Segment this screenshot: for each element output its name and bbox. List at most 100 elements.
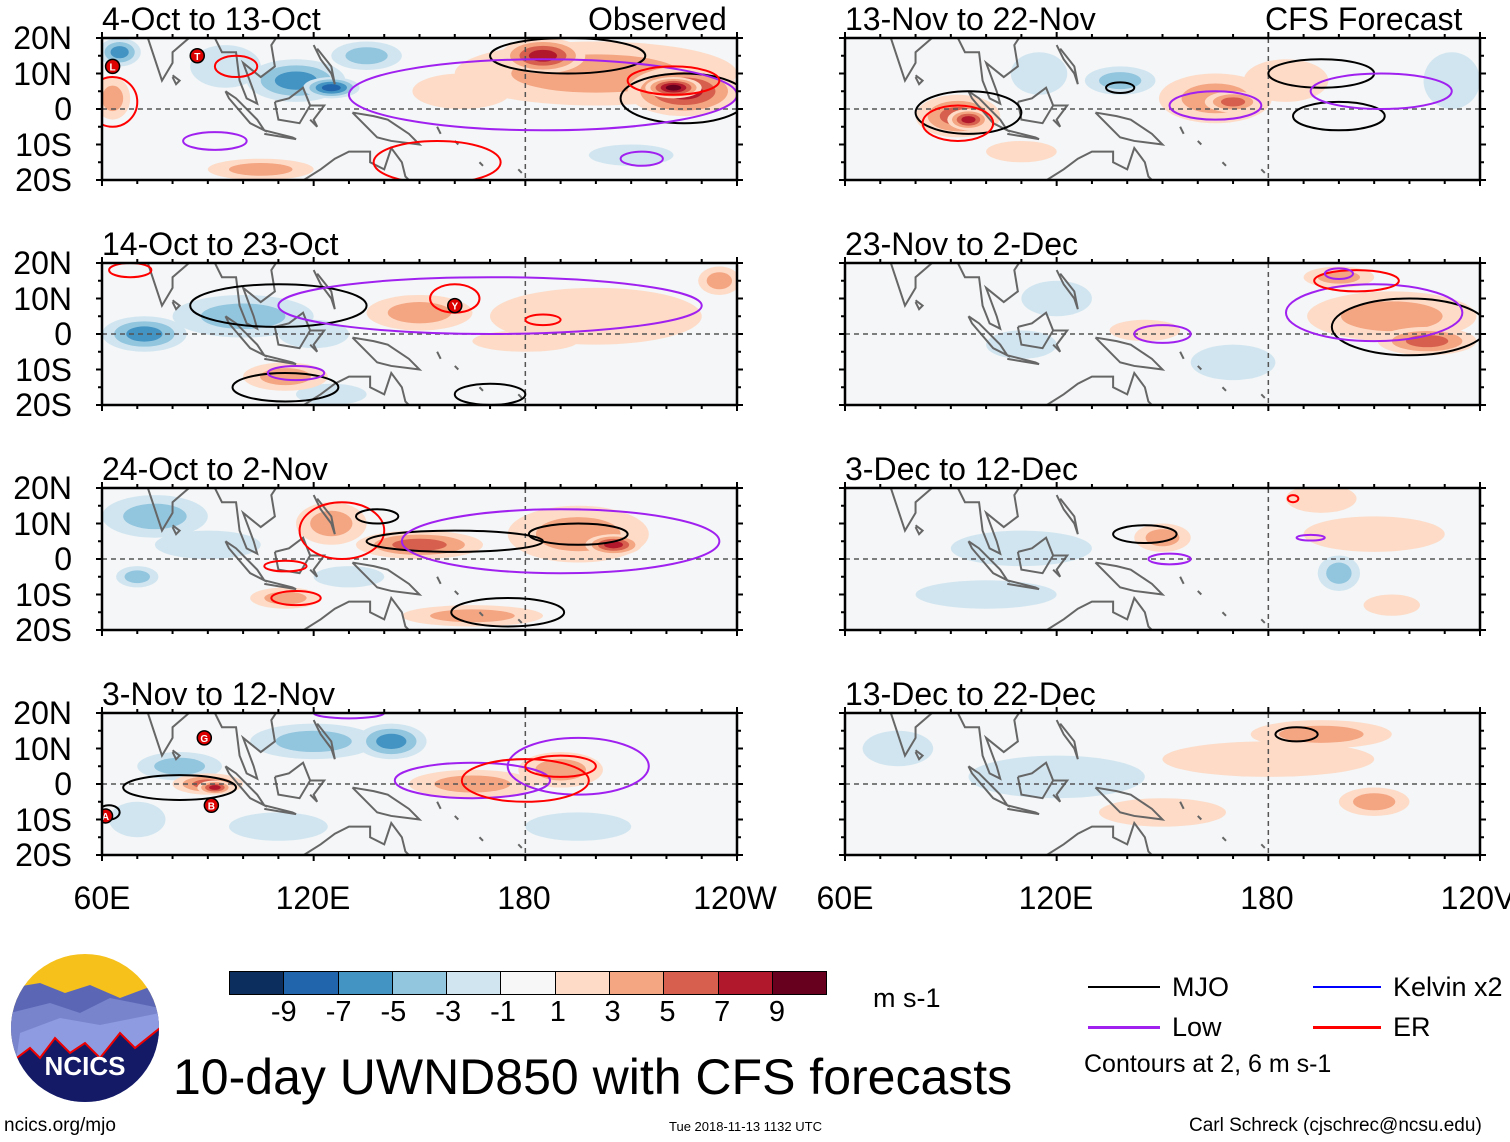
coastline — [301, 370, 411, 405]
coastline — [213, 713, 278, 781]
wind-anomaly-shading — [525, 812, 632, 841]
contour-er — [213, 54, 259, 79]
wind-anomaly-shading — [1021, 280, 1092, 317]
coastline — [1055, 494, 1079, 535]
wind-anomaly-shading — [229, 162, 293, 176]
legend-label-low: Low — [1172, 1012, 1222, 1042]
colorbar-swatch — [663, 972, 718, 994]
colorbar-label: -1 — [490, 996, 516, 1028]
observed-label: Observed — [588, 1, 727, 37]
coastline — [1221, 386, 1227, 392]
lon-tick-label: 60E — [816, 880, 874, 916]
coastline — [517, 393, 523, 399]
contour-mjo — [1112, 524, 1178, 545]
colorbar-swatch — [717, 972, 772, 994]
map-panel-observed: Y — [96, 257, 743, 411]
timestamp: Tue 2018-11-13 1132 UTC — [669, 1119, 822, 1134]
wind-anomaly-shading — [1405, 335, 1449, 348]
storm-letter: L — [110, 62, 116, 73]
coastline — [956, 263, 1021, 331]
panel-title: 3-Dec to 12-Dec — [845, 451, 1078, 487]
coastline — [1044, 370, 1154, 405]
contour-er — [524, 313, 562, 327]
contour-mjo — [914, 90, 1023, 135]
contour-mjo — [1274, 726, 1319, 743]
coastline — [145, 263, 191, 308]
colorbar-swatch — [609, 972, 664, 994]
coastline — [301, 145, 411, 180]
contour-low — [182, 131, 248, 151]
wind-anomaly-shading — [124, 570, 150, 584]
wind-anomaly-shading — [109, 801, 166, 838]
lat-tick-label: 0 — [54, 91, 72, 127]
coastline — [224, 540, 268, 583]
contour-mjo — [189, 283, 368, 328]
storm-letter: G — [200, 734, 208, 745]
coastline — [1260, 393, 1266, 399]
coastline — [171, 299, 182, 311]
wind-anomaly-shading — [1285, 488, 1357, 513]
coastline — [1007, 579, 1040, 591]
colorbar-label: 3 — [604, 996, 621, 1028]
coastline — [454, 815, 460, 821]
panel-title: 14-Oct to 23-Oct — [102, 226, 339, 262]
lat-tick-label: 0 — [54, 766, 72, 802]
contour-er — [298, 501, 386, 560]
contour-mjo — [122, 774, 238, 801]
coastline — [436, 126, 442, 135]
wind-anomaly-shading — [665, 84, 682, 91]
coastline — [312, 44, 336, 85]
coastline — [478, 386, 484, 392]
lat-tick-label: 20S — [15, 837, 72, 873]
contour-er — [626, 65, 721, 96]
panel-title: 23-Nov to 2-Dec — [845, 226, 1078, 262]
legend-label-kelvin: Kelvin x2 — [1393, 972, 1503, 1002]
lat-tick-label: 20N — [13, 695, 72, 731]
wind-anomaly-shading — [110, 46, 129, 59]
contour-low — [266, 364, 326, 382]
coastline — [967, 315, 1011, 358]
coastline — [1055, 719, 1079, 760]
storm-letter: A — [102, 812, 109, 823]
contour-mjo — [619, 72, 737, 125]
map-panel-forecast — [839, 707, 1486, 861]
wind-anomaly-shading — [209, 785, 221, 790]
wind-anomaly-shading — [915, 580, 1057, 609]
logo-text: NCICS — [45, 1051, 126, 1081]
lat-tick-label: 10S — [15, 576, 72, 613]
coastline — [517, 168, 523, 174]
lat-tick-label: 10S — [15, 126, 72, 163]
wind-anomaly-shading — [490, 287, 702, 345]
wind-anomaly-shading — [1190, 344, 1276, 381]
colorbar-label: 9 — [768, 996, 786, 1028]
panel-title: 24-Oct to 2-Nov — [102, 451, 328, 487]
coastline — [914, 524, 925, 536]
coastline — [213, 38, 278, 106]
wind-anomaly-shading — [126, 326, 163, 342]
colorbar-label: -7 — [325, 996, 352, 1028]
coastline — [956, 488, 1021, 556]
legend-line-er — [1313, 1026, 1381, 1029]
contour-mjo — [527, 522, 629, 546]
forecast-label: CFS Forecast — [1265, 1, 1463, 37]
colorbar-label: -9 — [270, 996, 297, 1028]
storm-letter: B — [208, 801, 215, 812]
coastline — [454, 590, 460, 596]
colorbar-units: m s-1 — [873, 983, 941, 1013]
lon-tick-label: 120E — [275, 880, 351, 916]
coastline — [436, 351, 442, 360]
contour-er — [1313, 269, 1400, 293]
legend-line-mjo — [1088, 986, 1160, 988]
colorbar-swatch — [391, 972, 447, 994]
legend-line-kelvin — [1313, 986, 1381, 988]
coastline — [1179, 126, 1185, 135]
lat-tick-label: 10S — [15, 351, 72, 388]
coastline — [436, 576, 442, 585]
coastline — [1221, 611, 1227, 617]
source-url[interactable]: ncics.org/mjo — [4, 1115, 116, 1136]
coastline — [1197, 140, 1203, 146]
storm-letter: T — [194, 52, 200, 63]
lat-tick-label: 0 — [54, 541, 72, 577]
tropical-cyclone-icon: B — [203, 797, 220, 814]
map-panel-observed — [96, 482, 743, 636]
